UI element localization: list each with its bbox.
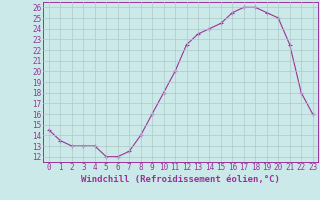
X-axis label: Windchill (Refroidissement éolien,°C): Windchill (Refroidissement éolien,°C) <box>81 175 280 184</box>
